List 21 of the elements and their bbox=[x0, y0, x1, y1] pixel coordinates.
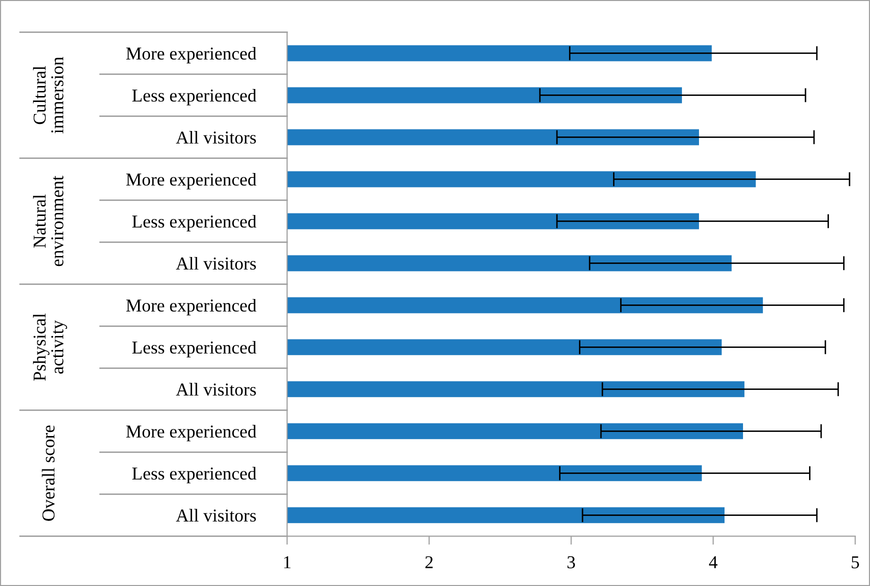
text: Pshysical activity bbox=[33, 313, 68, 381]
x-tick-label: 1 bbox=[284, 556, 291, 568]
y-tick-label: Less experienced bbox=[132, 340, 256, 358]
y-tick-label: All visitors bbox=[176, 130, 256, 144]
y-tick-label: More experienced bbox=[126, 298, 256, 316]
x-tick-label: 3 bbox=[568, 556, 575, 568]
text: Cultural immersion bbox=[33, 56, 64, 134]
y-tick-label: Less experienced bbox=[132, 214, 256, 232]
y-tick-label: Less experienced bbox=[132, 88, 256, 106]
text: Overall score bbox=[42, 425, 55, 521]
y-tick-label: All visitors bbox=[176, 382, 256, 396]
x-tick-label: 2 bbox=[425, 556, 433, 568]
y-tick-label: All visitors bbox=[176, 256, 256, 270]
y-tick-label: More experienced bbox=[126, 46, 256, 64]
y-tick-label: More experienced bbox=[126, 424, 256, 442]
x-tick-label: 4 bbox=[709, 556, 718, 568]
text: Natural environment bbox=[33, 176, 64, 266]
y-tick-label: Less experienced bbox=[132, 466, 256, 484]
y-tick-label: More experienced bbox=[126, 172, 256, 190]
x-tick-label: 5 bbox=[852, 556, 860, 568]
y-tick-label: All visitors bbox=[176, 508, 256, 522]
